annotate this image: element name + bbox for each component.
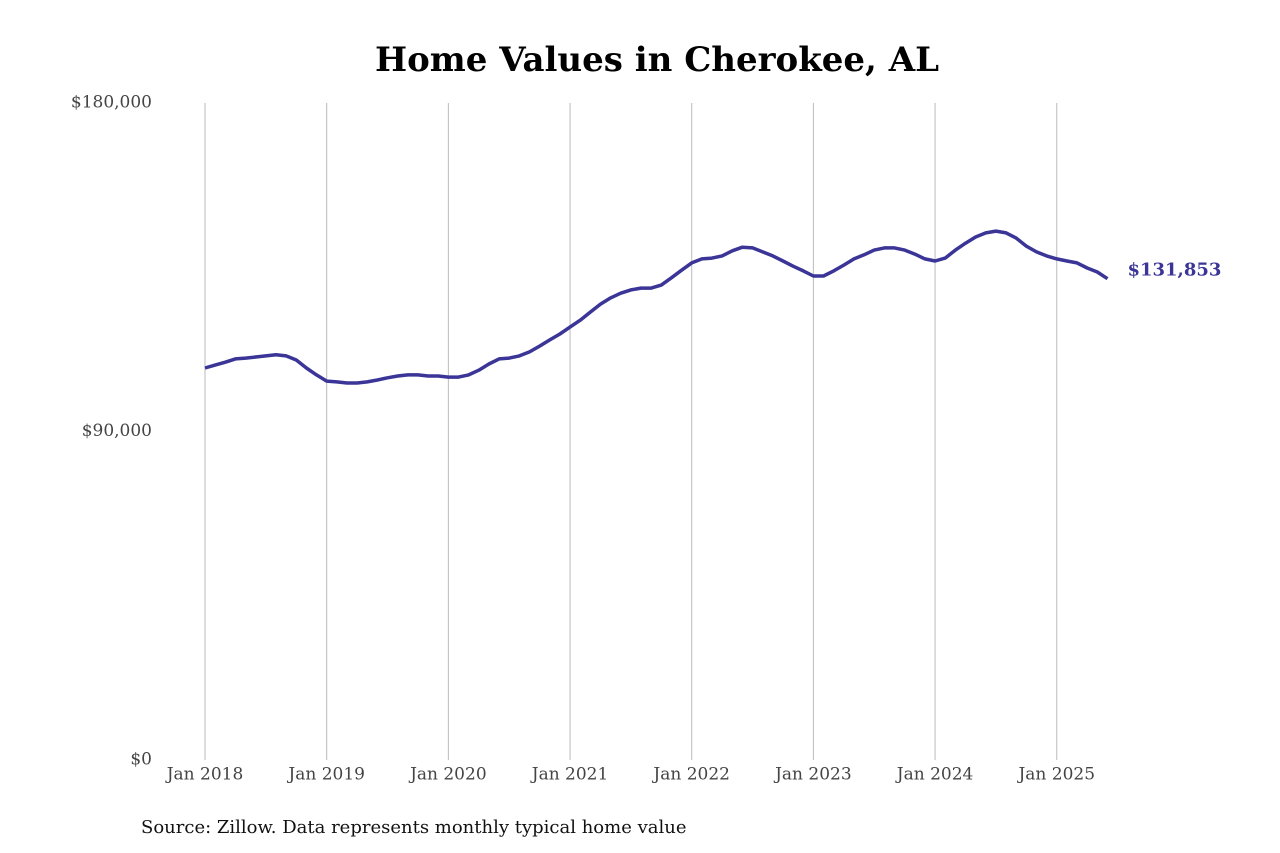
x-tick-label: Jan 2019 bbox=[286, 765, 365, 785]
x-tick-label: Jan 2020 bbox=[408, 765, 487, 785]
x-tick-label: Jan 2018 bbox=[165, 765, 244, 785]
x-tick-label: Jan 2024 bbox=[895, 765, 974, 785]
x-tick-label: Jan 2021 bbox=[530, 765, 609, 785]
x-tick-label: Jan 2025 bbox=[1016, 765, 1095, 785]
x-tick-label: Jan 2022 bbox=[651, 765, 730, 785]
x-tick-label: Jan 2023 bbox=[773, 765, 852, 785]
y-tick-label: $0 bbox=[130, 750, 152, 770]
line-series bbox=[204, 229, 1109, 385]
y-tick-label: $90,000 bbox=[82, 421, 152, 441]
source-note: Source: Zillow. Data represents monthly … bbox=[141, 817, 687, 838]
y-tick-label: $180,000 bbox=[71, 93, 152, 113]
chart-title: Home Values in Cherokee, AL bbox=[375, 40, 939, 80]
end-value-label: $131,853 bbox=[1127, 260, 1221, 281]
